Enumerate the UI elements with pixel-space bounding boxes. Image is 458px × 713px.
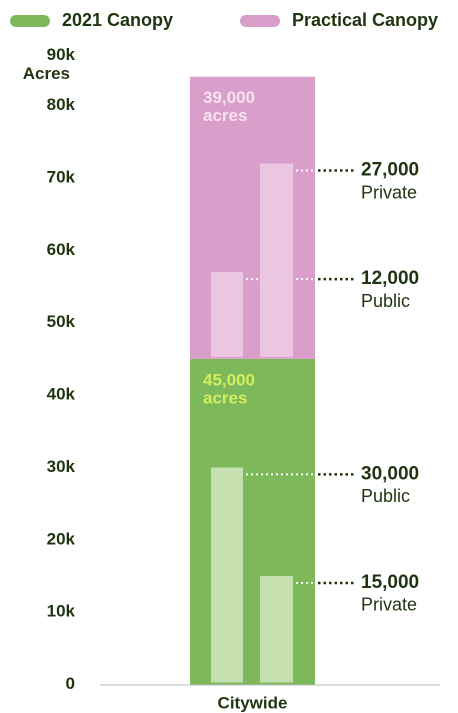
y-tick-label: 60k	[47, 240, 76, 259]
legend-swatch	[240, 15, 280, 27]
annotation-value: 30,000	[361, 463, 419, 484]
legend-label: Practical Canopy	[292, 10, 438, 30]
annotation-value: 12,000	[361, 268, 419, 289]
x-tick-label: Citywide	[218, 693, 288, 712]
segment-value-label: 45,000	[203, 370, 255, 389]
annotation-value: 15,000	[361, 572, 419, 593]
sub-bar	[260, 163, 293, 357]
y-tick-label: 0	[66, 674, 75, 693]
annotation-name: Public	[361, 291, 410, 311]
bar-segment	[190, 358, 315, 685]
legend-label: 2021 Canopy	[62, 10, 173, 30]
y-tick-label: 90k	[47, 45, 76, 64]
y-tick-label: 20k	[47, 529, 76, 548]
sub-bar	[211, 467, 243, 683]
annotation-value: 27,000	[361, 160, 419, 181]
y-tick-label: 40k	[47, 385, 76, 404]
segment-unit-label: acres	[203, 388, 247, 407]
bar-segment	[190, 76, 315, 359]
legend-swatch	[10, 15, 50, 27]
annotation-name: Public	[361, 486, 410, 506]
y-axis-label: Acres	[23, 64, 70, 83]
sub-bar	[260, 575, 293, 683]
y-tick-label: 10k	[47, 602, 76, 621]
annotation-name: Private	[361, 182, 417, 202]
y-tick-label: 50k	[47, 312, 76, 331]
segment-unit-label: acres	[203, 106, 247, 125]
y-tick-label: 30k	[47, 457, 76, 476]
y-tick-label: 70k	[47, 167, 76, 186]
y-tick-label: 80k	[47, 95, 76, 114]
sub-bar	[211, 272, 243, 357]
annotation-name: Private	[361, 595, 417, 615]
segment-value-label: 39,000	[203, 88, 255, 107]
